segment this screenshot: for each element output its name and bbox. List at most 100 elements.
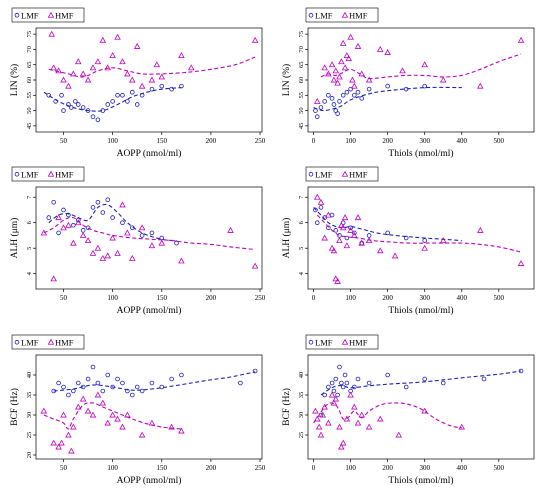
data-point-triangle [347, 226, 354, 233]
data-point-triangle [358, 239, 366, 246]
data-point-circle [149, 380, 155, 386]
data-point-triangle [351, 232, 358, 238]
data-point-circle [337, 233, 342, 238]
data-point-circle [326, 384, 331, 390]
data-point-triangle [124, 229, 131, 236]
data-point-triangle [338, 221, 345, 228]
data-point-triangle [79, 70, 87, 77]
data-point-triangle [99, 399, 107, 406]
data-point-circle [71, 222, 76, 228]
y-axis-label: ALH (μm) [281, 218, 292, 259]
legend-label-lmf: LMF [315, 338, 333, 348]
data-point-triangle [332, 395, 340, 402]
series-lmf [43, 83, 184, 123]
series-lmf [51, 364, 258, 398]
x-tick-label: 200 [382, 294, 393, 302]
data-point-circle [331, 388, 337, 394]
data-point-circle [366, 380, 372, 386]
chart-panel-1: 50 100 150 200 250 45 50 55 60 65 70 75 AOPP (nmol/m… [9, 7, 266, 159]
data-point-circle [333, 376, 339, 382]
data-point-circle [318, 105, 324, 110]
x-tick-label: 100 [107, 137, 118, 145]
data-point-triangle [114, 415, 121, 422]
x-tick-label: 200 [382, 464, 393, 472]
data-point-triangle [317, 198, 325, 205]
data-point-triangle [330, 76, 338, 83]
data-point-circle [314, 220, 320, 226]
data-point-triangle [148, 419, 156, 426]
data-point-triangle [341, 338, 349, 345]
data-point-triangle [376, 247, 384, 254]
data-point-circle [174, 240, 179, 246]
data-point-circle [440, 380, 446, 386]
data-point-triangle [48, 30, 56, 37]
data-point-triangle [328, 391, 336, 398]
legend-box [11, 166, 85, 182]
trend-line-hmf [43, 402, 182, 430]
data-point-triangle [325, 211, 332, 218]
legend-label-lmf: LMF [21, 11, 39, 21]
chart-panel-6: 0 100 200 300 400 500 25 30 35 40 Thiols (nmol/ml)… [281, 334, 535, 486]
data-point-triangle [421, 407, 428, 414]
data-point-circle [46, 92, 52, 98]
data-point-triangle [47, 338, 55, 345]
data-point-circle [110, 215, 115, 220]
x-axis-label: Thiols (nmol/ml) [388, 475, 453, 486]
chart-panel-5: 50 100 150 200 250 20 25 30 35 40 AOPP (nmol/ml) BC… [9, 334, 266, 486]
data-point-triangle [138, 82, 146, 89]
data-point-triangle [334, 277, 341, 284]
data-point-circle [169, 86, 174, 92]
data-point-circle [85, 376, 91, 382]
data-point-triangle [330, 247, 338, 254]
x-axis-label: Thiols (nmol/ml) [388, 305, 453, 316]
y-tick-label: 45 [26, 123, 33, 130]
data-point-triangle [347, 391, 354, 398]
data-point-triangle [55, 214, 62, 221]
legend-label-hmf: HMF [349, 170, 368, 180]
data-point-circle [422, 83, 428, 89]
x-tick-label: 100 [345, 294, 356, 302]
data-point-circle [139, 233, 145, 238]
chart-panel-4: 0 100 200 300 400 500 4 5 6 7 Thiols (nmol/ml) ALH … [281, 166, 535, 316]
data-point-circle [326, 92, 331, 98]
data-point-circle [385, 372, 390, 378]
data-point-triangle [178, 52, 185, 59]
trend-line-lmf [53, 371, 256, 392]
legend-label-hmf: HMF [55, 170, 74, 180]
data-point-triangle [391, 252, 399, 259]
x-tick-label: 400 [457, 464, 468, 472]
data-point-triangle [421, 244, 428, 251]
plot-area [312, 364, 524, 450]
data-point-circle [73, 99, 78, 104]
series-lmf [318, 364, 524, 418]
data-point-circle [115, 376, 120, 382]
data-point-circle [340, 92, 346, 98]
data-point-triangle [40, 407, 48, 414]
series-lmf [313, 205, 462, 246]
data-point-circle [337, 364, 342, 370]
y-tick-label: 45 [298, 123, 305, 130]
plot-area [40, 364, 258, 454]
data-point-triangle [47, 11, 55, 18]
data-point-circle [120, 220, 125, 226]
data-point-triangle [60, 76, 67, 83]
series-hmf [40, 201, 259, 282]
data-point-circle [322, 99, 327, 104]
chart-panel-2: 0 100 200 300 400 500 45 50 55 60 65 70 75 Thiols (nm… [281, 7, 535, 159]
data-point-triangle [148, 76, 156, 83]
x-tick-label: 500 [494, 464, 505, 472]
data-point-triangle [328, 61, 336, 68]
y-tick-label: 70 [26, 46, 33, 53]
y-tick-label: 70 [298, 46, 305, 53]
x-tick-label: 300 [419, 137, 430, 145]
series-hmf [313, 33, 525, 104]
data-point-triangle [313, 415, 321, 422]
data-point-triangle [94, 391, 102, 398]
data-point-triangle [89, 64, 97, 71]
legend: LMF HMF [11, 166, 85, 182]
data-point-circle [100, 210, 106, 215]
data-point-triangle [336, 423, 343, 430]
x-tick-label: 200 [206, 294, 217, 302]
data-point-triangle [315, 423, 323, 430]
data-point-triangle [138, 224, 146, 231]
